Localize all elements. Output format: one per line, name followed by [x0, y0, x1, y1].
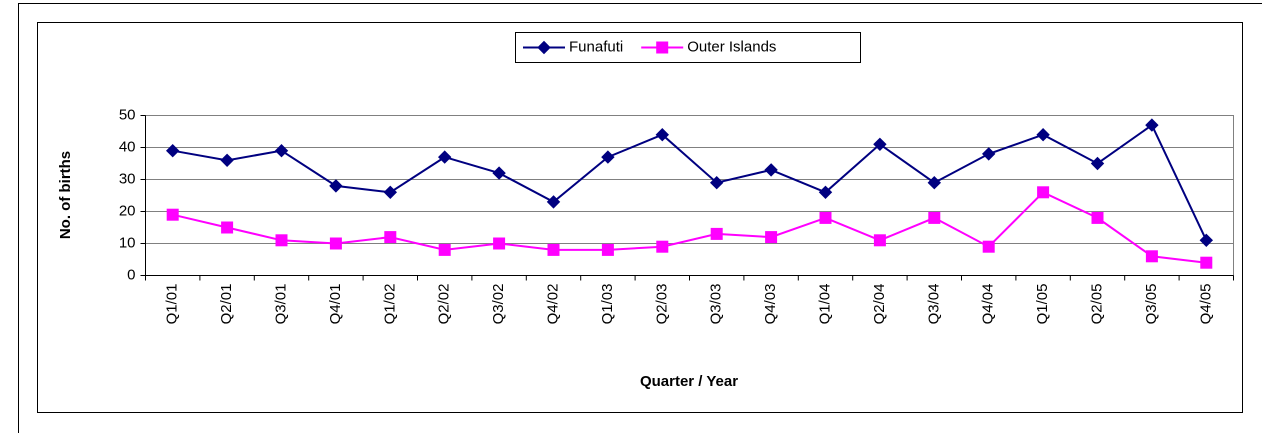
point — [1200, 256, 1213, 269]
x-tick-label: Q2/03 — [653, 284, 670, 325]
point — [221, 221, 234, 234]
point — [819, 211, 832, 224]
point — [1037, 186, 1050, 199]
x-tick-label: Q1/01 — [164, 284, 181, 325]
x-tick-label: Q4/05 — [1197, 284, 1214, 325]
point — [710, 227, 723, 240]
point — [329, 237, 342, 250]
point — [1091, 211, 1104, 224]
y-tick-label: 50 — [119, 106, 136, 123]
x-tick-label: Q2/05 — [1088, 284, 1105, 325]
y-tick-label: 30 — [119, 170, 136, 187]
legend-label: Outer Islands — [687, 38, 776, 55]
x-tick-label: Q3/04 — [925, 284, 942, 325]
point — [764, 163, 778, 177]
point — [927, 175, 942, 190]
series-line — [172, 191, 1207, 264]
point — [492, 166, 506, 180]
x-tick-label: Q4/01 — [327, 284, 344, 325]
legend-box — [515, 32, 861, 63]
point — [601, 150, 615, 164]
y-tick-label: 20 — [119, 202, 136, 219]
point — [873, 137, 887, 152]
x-tick-label: Q2/04 — [871, 284, 888, 325]
x-tick-label: Q4/02 — [544, 284, 561, 325]
point — [1090, 156, 1105, 171]
x-tick-label: Q4/03 — [762, 284, 779, 325]
x-tick-label: Q1/03 — [599, 284, 616, 325]
point — [1145, 250, 1158, 263]
point — [656, 240, 669, 253]
point — [546, 195, 561, 209]
point — [765, 231, 778, 244]
plot-area — [145, 115, 1234, 276]
point — [601, 243, 614, 256]
x-tick-label: Q1/05 — [1034, 284, 1051, 325]
point — [709, 175, 724, 190]
point — [1199, 233, 1214, 248]
point — [166, 208, 179, 221]
series-line — [172, 123, 1208, 241]
x-axis-title: Quarter / Year — [640, 373, 738, 390]
point — [1145, 118, 1159, 132]
y-tick-label: 10 — [119, 234, 136, 251]
point — [1036, 127, 1050, 142]
x-tick-label: Q3/05 — [1143, 284, 1160, 325]
point — [220, 153, 234, 168]
point — [547, 243, 560, 256]
point — [165, 143, 180, 158]
legend-marker — [656, 41, 669, 54]
point — [437, 150, 452, 164]
legend-marker — [537, 40, 551, 55]
x-tick-label: Q4/04 — [980, 283, 997, 324]
x-tick-label: Q3/02 — [490, 283, 507, 324]
x-tick-label: Q2/01 — [218, 284, 235, 325]
legend-label: Funafuti — [569, 38, 623, 55]
y-tick-label: 40 — [119, 138, 136, 155]
point — [274, 143, 289, 158]
point — [383, 185, 398, 200]
point — [873, 234, 886, 247]
point — [384, 231, 397, 244]
y-axis-title: No. of births — [57, 151, 74, 239]
point — [329, 179, 343, 193]
point — [818, 185, 833, 200]
x-tick-label: Q2/02 — [436, 284, 453, 325]
x-tick-label: Q3/03 — [708, 284, 725, 325]
point — [982, 240, 995, 253]
point — [928, 211, 941, 224]
point — [275, 234, 288, 247]
x-tick-label: Q3/01 — [272, 284, 289, 325]
point — [655, 127, 670, 142]
y-tick-label: 0 — [127, 266, 135, 283]
point — [981, 147, 996, 161]
point — [493, 237, 506, 250]
x-tick-label: Q1/04 — [816, 284, 833, 325]
x-tick-label: Q1/02 — [381, 284, 398, 325]
point — [438, 243, 451, 256]
